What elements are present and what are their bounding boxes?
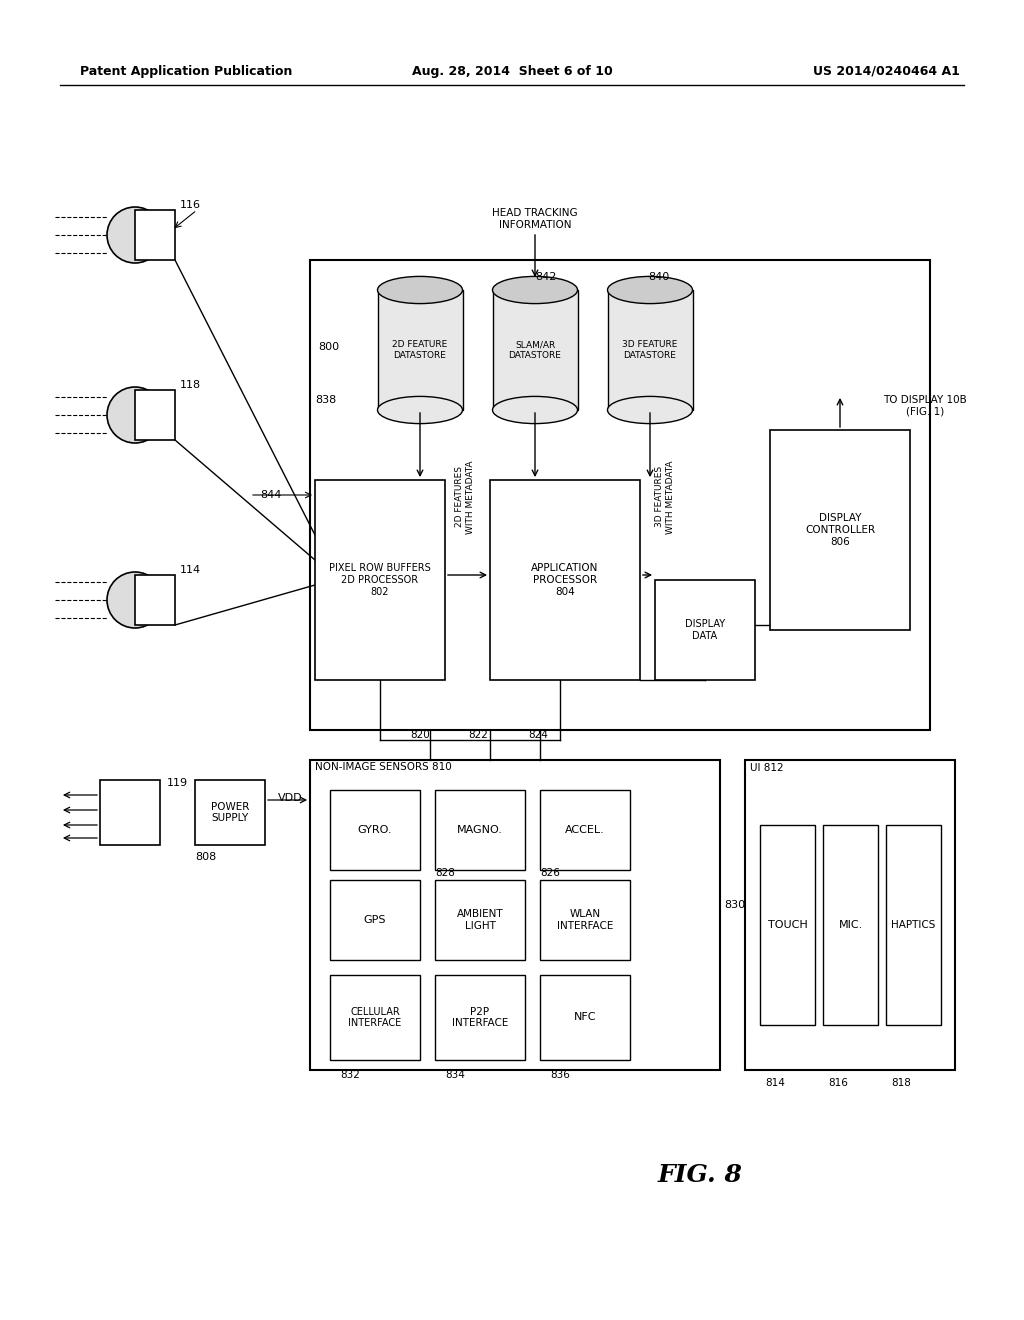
Text: 830: 830	[724, 900, 745, 909]
Bar	[760, 825, 815, 1026]
Bar	[745, 760, 955, 1071]
Text: POWER
SUPPLY: POWER SUPPLY	[211, 801, 249, 824]
Text: HEAD TRACKING
INFORMATION: HEAD TRACKING INFORMATION	[493, 209, 578, 230]
Circle shape	[106, 572, 163, 628]
Text: MIC.: MIC.	[839, 920, 862, 931]
Text: 834: 834	[445, 1071, 465, 1080]
Ellipse shape	[607, 276, 692, 304]
Bar	[823, 825, 878, 1026]
Bar	[435, 789, 525, 870]
Bar	[135, 389, 175, 440]
Ellipse shape	[493, 396, 578, 424]
Text: 840: 840	[648, 272, 670, 282]
Text: DISPLAY
CONTROLLER
806: DISPLAY CONTROLLER 806	[805, 513, 876, 546]
Text: 820: 820	[410, 730, 430, 741]
Text: AMBIENT
LIGHT: AMBIENT LIGHT	[457, 909, 504, 931]
Text: 800: 800	[318, 342, 339, 352]
Text: 838: 838	[315, 395, 336, 405]
Ellipse shape	[378, 396, 463, 424]
Text: 119: 119	[167, 777, 188, 788]
Text: GPS: GPS	[364, 915, 386, 925]
Text: UI 812: UI 812	[750, 763, 783, 774]
Text: 844: 844	[260, 490, 282, 500]
Text: 824: 824	[528, 730, 548, 741]
Text: SLAM/AR
DATASTORE: SLAM/AR DATASTORE	[509, 341, 561, 360]
Text: 2D FEATURES
WITH METADATA: 2D FEATURES WITH METADATA	[456, 459, 475, 533]
Text: WLAN
INTERFACE: WLAN INTERFACE	[557, 909, 613, 931]
Bar	[330, 789, 420, 870]
Bar	[100, 780, 160, 845]
Text: 832: 832	[340, 1071, 359, 1080]
Bar	[135, 576, 175, 624]
Bar	[378, 290, 463, 411]
Text: Aug. 28, 2014  Sheet 6 of 10: Aug. 28, 2014 Sheet 6 of 10	[412, 65, 612, 78]
Bar	[490, 480, 640, 680]
Bar	[435, 975, 525, 1060]
Text: NFC: NFC	[573, 1012, 596, 1023]
Bar	[607, 290, 692, 411]
Bar	[435, 880, 525, 960]
Text: US 2014/0240464 A1: US 2014/0240464 A1	[813, 65, 961, 78]
Text: 842: 842	[535, 272, 556, 282]
Bar	[493, 290, 578, 411]
Text: 836: 836	[550, 1071, 570, 1080]
Bar	[770, 430, 910, 630]
Text: P2P
INTERFACE: P2P INTERFACE	[452, 1007, 508, 1028]
Bar	[655, 579, 755, 680]
Text: 808: 808	[195, 851, 216, 862]
Text: CELLULAR
INTERFACE: CELLULAR INTERFACE	[348, 1007, 401, 1028]
Text: 814: 814	[765, 1078, 784, 1088]
Circle shape	[106, 207, 163, 263]
Text: TO DISPLAY 10B
(FIG. 1): TO DISPLAY 10B (FIG. 1)	[883, 395, 967, 417]
Text: Patent Application Publication: Patent Application Publication	[80, 65, 293, 78]
Ellipse shape	[493, 276, 578, 304]
Text: 114: 114	[180, 565, 201, 576]
Text: 3D FEATURES
WITH METADATA: 3D FEATURES WITH METADATA	[655, 459, 675, 533]
Text: VDD: VDD	[278, 793, 303, 803]
Text: 828: 828	[435, 869, 455, 878]
Text: 2D FEATURE
DATASTORE: 2D FEATURE DATASTORE	[392, 341, 447, 360]
Text: NON-IMAGE SENSORS 810: NON-IMAGE SENSORS 810	[315, 762, 452, 772]
Circle shape	[106, 387, 163, 444]
Text: 816: 816	[828, 1078, 848, 1088]
Text: TOUCH: TOUCH	[768, 920, 807, 931]
Bar	[315, 480, 445, 680]
Text: APPLICATION
PROCESSOR
804: APPLICATION PROCESSOR 804	[531, 564, 599, 597]
Text: HAPTICS: HAPTICS	[891, 920, 936, 931]
Ellipse shape	[607, 396, 692, 424]
Text: 826: 826	[540, 869, 560, 878]
Bar	[310, 260, 930, 730]
Text: PIXEL ROW BUFFERS
2D PROCESSOR
802: PIXEL ROW BUFFERS 2D PROCESSOR 802	[329, 564, 431, 597]
Text: 116: 116	[180, 201, 201, 210]
Text: FIG. 8: FIG. 8	[657, 1163, 742, 1187]
Bar	[310, 760, 720, 1071]
Bar	[540, 880, 630, 960]
Text: 118: 118	[180, 380, 201, 389]
Text: DISPLAY
DATA: DISPLAY DATA	[685, 619, 725, 640]
Text: 3D FEATURE
DATASTORE: 3D FEATURE DATASTORE	[623, 341, 678, 360]
Text: ACCEL.: ACCEL.	[565, 825, 605, 836]
Ellipse shape	[378, 276, 463, 304]
Bar	[330, 880, 420, 960]
Text: 818: 818	[891, 1078, 911, 1088]
Bar	[135, 210, 175, 260]
Bar	[540, 789, 630, 870]
Text: MAGNO.: MAGNO.	[457, 825, 503, 836]
Bar	[330, 975, 420, 1060]
Bar	[886, 825, 941, 1026]
Bar	[195, 780, 265, 845]
Text: GYRO.: GYRO.	[357, 825, 392, 836]
Bar	[540, 975, 630, 1060]
Text: 822: 822	[468, 730, 487, 741]
